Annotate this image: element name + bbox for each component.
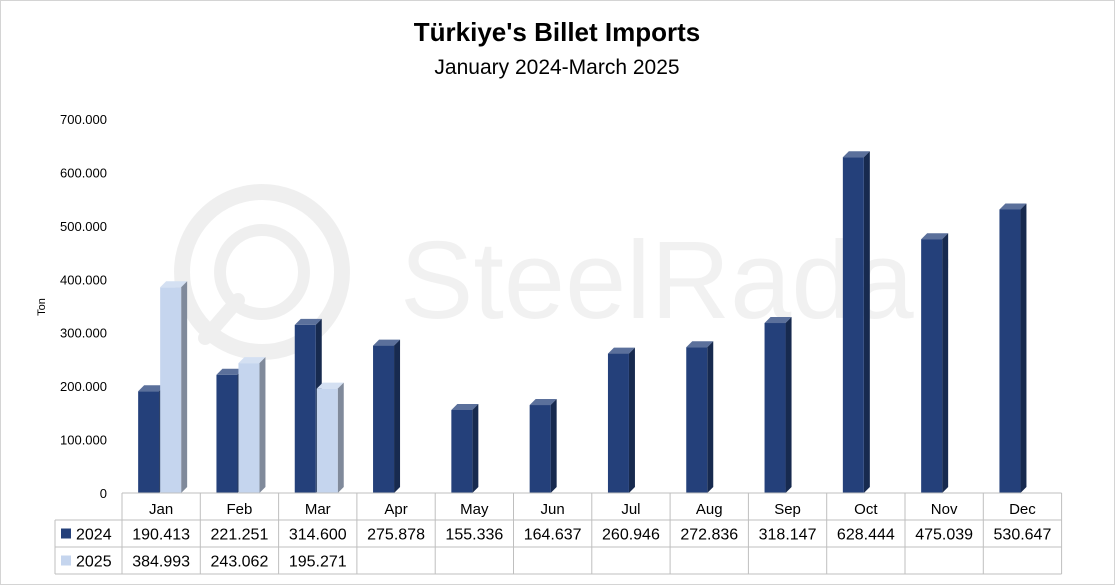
y-tick-label: 200.000 <box>60 379 107 394</box>
x-tick-label: Aug <box>696 501 723 518</box>
data-label-2025: 195.271 <box>289 554 347 571</box>
data-label-2024: 475.039 <box>915 527 973 544</box>
legend-swatch-2025 <box>61 555 71 566</box>
y-tick-label: 300.000 <box>60 326 107 341</box>
x-tick-label: Jun <box>541 501 565 518</box>
bars <box>138 151 1027 493</box>
data-label-2024: 318.147 <box>759 527 817 544</box>
legend-label-2024: 2024 <box>76 527 112 544</box>
bar-2024-aug <box>686 341 714 493</box>
bar-2025-mar <box>316 382 344 493</box>
data-label-2024: 164.637 <box>524 527 582 544</box>
bar-2024-jul <box>607 347 635 493</box>
data-label-2025: 384.993 <box>132 554 190 571</box>
data-label-2024: 155.336 <box>445 527 503 544</box>
bar-2024-sep <box>764 317 792 493</box>
data-label-2024: 275.878 <box>367 527 425 544</box>
magnifier-logo-icon <box>174 184 350 360</box>
data-label-2024: 260.946 <box>602 527 660 544</box>
chart-subtitle: January 2024-March 2025 <box>434 56 679 79</box>
bar-2024-nov <box>921 233 949 493</box>
data-label-2025: 243.062 <box>211 554 269 571</box>
data-label-2024: 221.251 <box>211 527 269 544</box>
bar-2025-feb <box>238 357 266 493</box>
bar-2024-jun <box>529 399 557 493</box>
y-tick-label: 700.000 <box>60 112 107 127</box>
y-axis-ticks: 0 100.000 200.000 300.000 400.000 500.000 600.… <box>60 112 107 501</box>
data-label-2024: 530.647 <box>994 527 1052 544</box>
y-tick-label: 400.000 <box>60 272 107 287</box>
x-tick-label: Jul <box>621 501 640 518</box>
x-tick-label: Feb <box>227 501 253 518</box>
data-label-2024: 314.600 <box>289 527 347 544</box>
bar-2024-oct <box>842 151 870 493</box>
data-label-2024: 628.444 <box>837 527 895 544</box>
x-tick-label: Sep <box>774 501 801 518</box>
x-tick-label: Nov <box>931 501 958 518</box>
legend-swatch-2024 <box>61 528 71 539</box>
y-tick-label: 0 <box>100 486 107 501</box>
chart-title: Türkiye's Billet Imports <box>414 17 700 47</box>
y-axis-label: Ton <box>36 298 48 316</box>
x-tick-label: Jan <box>149 501 173 518</box>
y-tick-label: 500.000 <box>60 219 107 234</box>
y-tick-label: 100.000 <box>60 433 107 448</box>
x-tick-label: Apr <box>384 501 407 518</box>
bar-2024-may <box>451 404 479 493</box>
x-tick-label: Mar <box>305 501 331 518</box>
legend-label-2025: 2025 <box>76 554 112 571</box>
bar-2024-dec <box>999 203 1027 493</box>
data-label-2024: 190.413 <box>132 527 190 544</box>
data-table: Jan Feb Mar Apr May Jun Jul Aug Sep Oct Nov Dec 2024… <box>54 492 1063 575</box>
x-tick-label: Oct <box>854 501 878 518</box>
bar-2024-apr <box>373 339 401 493</box>
x-tick-label: May <box>460 501 489 518</box>
bar-2025-jan <box>160 281 188 493</box>
data-label-2024: 272.836 <box>680 527 738 544</box>
x-tick-label: Dec <box>1009 501 1036 518</box>
y-tick-label: 600.000 <box>60 165 107 180</box>
